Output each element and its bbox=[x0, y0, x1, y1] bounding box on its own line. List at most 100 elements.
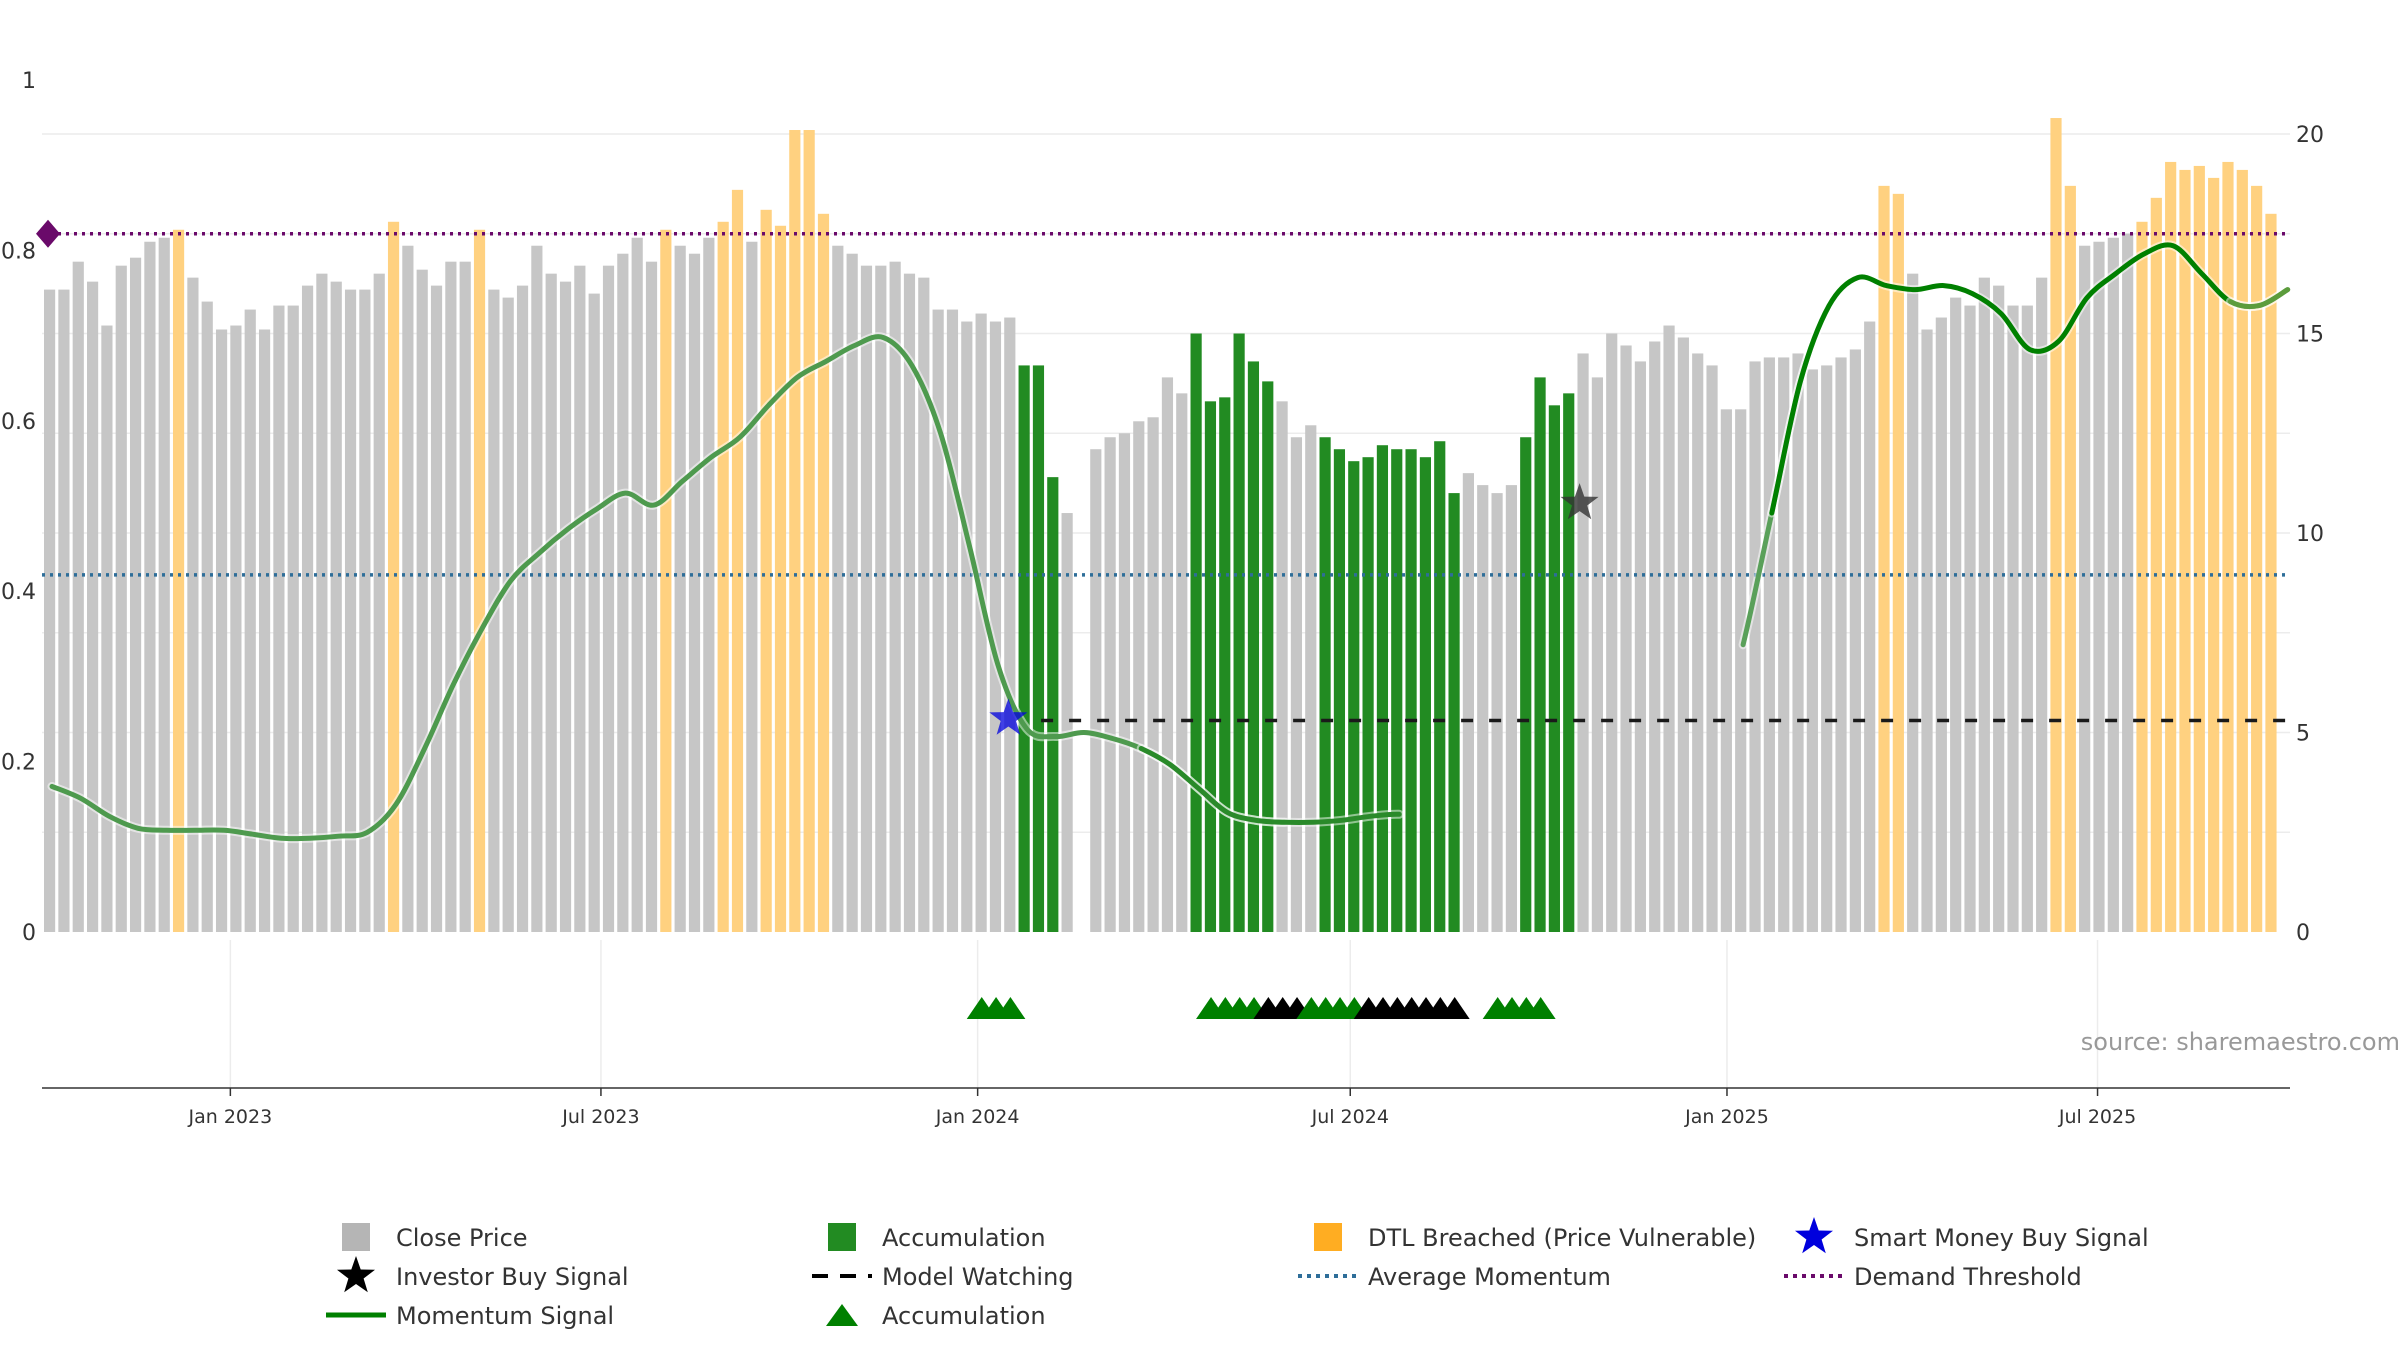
left-tick-label: 0.2 bbox=[1, 751, 36, 776]
dtl-breached-bar bbox=[2193, 165, 2205, 933]
dtl-breached-bar bbox=[387, 221, 400, 932]
demand-threshold-marker bbox=[36, 219, 60, 248]
accumulation-bar bbox=[1319, 437, 1331, 932]
legend: Close Price Accumulation DTL Breached (Pri… bbox=[326, 1217, 2149, 1330]
close-price-bar bbox=[1935, 317, 1947, 932]
accumulation-marker bbox=[1525, 997, 1556, 1019]
legend-square-icon bbox=[342, 1223, 370, 1251]
close-price-bar bbox=[1806, 369, 1818, 932]
close-price-bar bbox=[860, 265, 873, 932]
close-price-bar bbox=[86, 281, 99, 932]
close-price-bar bbox=[1978, 277, 1990, 932]
legend-label: Average Momentum bbox=[1368, 1263, 1611, 1291]
close-price-bar bbox=[2122, 233, 2134, 932]
close-price-bar bbox=[932, 309, 944, 932]
close-price-bar bbox=[1090, 449, 1102, 932]
close-price-bar bbox=[1061, 513, 1073, 932]
momentum-line bbox=[47, 240, 2293, 844]
x-tick-label: Jul 2023 bbox=[561, 1106, 639, 1128]
accumulation-bar bbox=[1032, 365, 1045, 932]
dtl-breached-bar bbox=[731, 189, 744, 933]
accumulation-bar bbox=[1348, 461, 1360, 932]
accumulation-bar bbox=[1448, 493, 1460, 932]
close-price-bar bbox=[301, 285, 314, 932]
axes: Jan 2023 Jul 2023 Jan 2024 Jul 2024 Jan 2025… bbox=[1, 69, 2324, 1128]
close-price-bar bbox=[2107, 237, 2119, 933]
close-price-bar bbox=[918, 277, 930, 932]
close-price-bar bbox=[58, 289, 70, 932]
dtl-breached-bar bbox=[2165, 161, 2177, 932]
close-price-bar bbox=[1950, 297, 1962, 933]
dtl-breached-bar bbox=[1878, 185, 1890, 932]
signal-stars bbox=[989, 483, 1599, 735]
close-price-bar bbox=[559, 281, 572, 932]
source-note: source: sharemaestro.com bbox=[2081, 1028, 2400, 1056]
dtl-breached-bar bbox=[2179, 169, 2191, 932]
legend-item: DTL Breached (Price Vulnerable) bbox=[1314, 1223, 1756, 1252]
close-price-bar bbox=[2007, 305, 2019, 932]
legend-label: Close Price bbox=[396, 1224, 528, 1252]
left-tick-label: 0.8 bbox=[1, 239, 36, 264]
close-price-bar bbox=[244, 309, 256, 932]
legend-item: Model Watching bbox=[812, 1263, 1074, 1291]
smart-money-star-icon bbox=[989, 698, 1028, 735]
close-price-bar bbox=[989, 321, 1002, 932]
close-price-bar bbox=[1004, 317, 1016, 932]
close-price-bar bbox=[344, 289, 357, 932]
dtl-breached-bar bbox=[2150, 197, 2162, 933]
close-price-bar bbox=[416, 269, 428, 932]
close-price-bar bbox=[703, 237, 715, 933]
x-tick-label: Jul 2024 bbox=[1311, 1106, 1389, 1128]
close-price-bar bbox=[531, 245, 543, 933]
close-price-bar bbox=[1821, 365, 1833, 932]
right-tick-label: 0 bbox=[2296, 921, 2310, 946]
close-price-bar bbox=[287, 305, 299, 932]
dtl-breached-bar bbox=[789, 130, 801, 932]
accumulation-bar bbox=[1362, 457, 1374, 932]
accumulation-bar bbox=[1376, 445, 1389, 932]
close-price-bar bbox=[617, 253, 629, 932]
close-price-bar bbox=[1118, 433, 1131, 932]
accumulation-bar bbox=[1563, 393, 1575, 933]
momentum-signal-line bbox=[1138, 746, 1402, 826]
close-price-bar bbox=[1104, 437, 1116, 932]
legend-star-icon bbox=[1795, 1217, 1833, 1254]
close-price-bar bbox=[373, 273, 385, 932]
close-price-bar bbox=[516, 285, 529, 932]
close-price-bar bbox=[875, 265, 887, 932]
close-price-bar bbox=[1849, 349, 1861, 933]
close-price-bar bbox=[1792, 353, 1804, 932]
close-price-bar bbox=[430, 285, 443, 932]
close-price-bar bbox=[1749, 361, 1761, 932]
close-price-bar bbox=[1692, 353, 1704, 932]
close-price-bar bbox=[330, 281, 342, 932]
dtl-breached-bar bbox=[2251, 185, 2263, 932]
reference-lines bbox=[36, 219, 2290, 723]
close-price-bar bbox=[961, 321, 973, 932]
close-price-bar bbox=[115, 265, 127, 932]
close-price-bar bbox=[158, 237, 170, 933]
close-price-bar bbox=[1921, 329, 1933, 932]
close-price-bar bbox=[1620, 345, 1632, 933]
dtl-breached-bar bbox=[2265, 213, 2277, 933]
close-price-bar bbox=[1964, 305, 1976, 932]
dtl-breached-bar bbox=[660, 229, 672, 932]
close-price-bar bbox=[316, 273, 328, 932]
legend-item: Investor Buy Signal bbox=[337, 1256, 629, 1293]
close-price-bar bbox=[101, 325, 113, 932]
close-price-bar bbox=[1462, 473, 1474, 932]
close-price-bar bbox=[1505, 485, 1517, 932]
left-tick-label: 0.6 bbox=[1, 410, 36, 435]
close-price-bar bbox=[602, 265, 615, 932]
close-price-bar bbox=[1477, 485, 1489, 932]
dtl-breached-bar bbox=[1892, 193, 1904, 933]
accumulation-bar bbox=[1262, 381, 1274, 932]
close-price-bar bbox=[359, 289, 371, 932]
close-price-bar bbox=[631, 237, 643, 933]
close-price-bar bbox=[1993, 285, 2005, 932]
close-price-bar bbox=[44, 289, 56, 932]
legend-triangle-icon bbox=[826, 1304, 858, 1326]
legend-square-icon bbox=[828, 1223, 856, 1251]
close-price-bar bbox=[72, 261, 84, 932]
